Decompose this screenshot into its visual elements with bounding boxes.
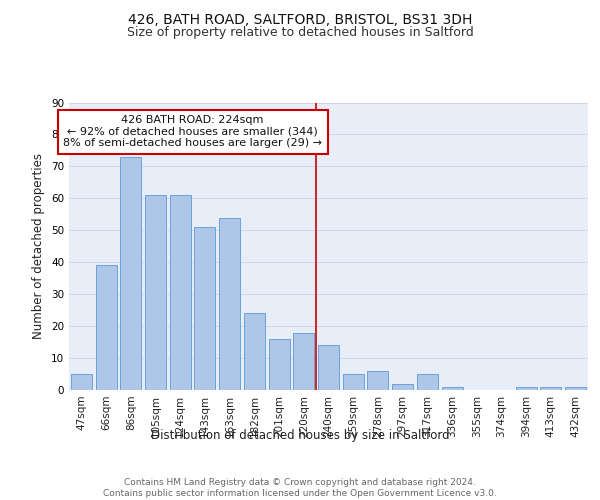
Bar bbox=[541, 387, 562, 390]
Bar bbox=[95, 266, 116, 390]
Text: Distribution of detached houses by size in Saltford: Distribution of detached houses by size … bbox=[151, 428, 449, 442]
Y-axis label: Number of detached properties: Number of detached properties bbox=[32, 153, 46, 340]
Text: 426 BATH ROAD: 224sqm
← 92% of detached houses are smaller (344)
8% of semi-deta: 426 BATH ROAD: 224sqm ← 92% of detached … bbox=[63, 116, 322, 148]
Bar bbox=[244, 314, 265, 390]
Bar bbox=[516, 387, 537, 390]
Bar bbox=[71, 374, 92, 390]
Bar bbox=[318, 346, 339, 390]
Bar bbox=[194, 227, 215, 390]
Bar bbox=[565, 387, 586, 390]
Bar bbox=[442, 387, 463, 390]
Bar bbox=[367, 371, 388, 390]
Bar bbox=[343, 374, 364, 390]
Bar bbox=[120, 157, 141, 390]
Bar bbox=[269, 339, 290, 390]
Bar bbox=[170, 195, 191, 390]
Bar bbox=[293, 332, 314, 390]
Text: Size of property relative to detached houses in Saltford: Size of property relative to detached ho… bbox=[127, 26, 473, 39]
Bar bbox=[145, 195, 166, 390]
Text: Contains HM Land Registry data © Crown copyright and database right 2024.
Contai: Contains HM Land Registry data © Crown c… bbox=[103, 478, 497, 498]
Bar bbox=[392, 384, 413, 390]
Bar bbox=[417, 374, 438, 390]
Text: 426, BATH ROAD, SALTFORD, BRISTOL, BS31 3DH: 426, BATH ROAD, SALTFORD, BRISTOL, BS31 … bbox=[128, 12, 472, 26]
Bar bbox=[219, 218, 240, 390]
